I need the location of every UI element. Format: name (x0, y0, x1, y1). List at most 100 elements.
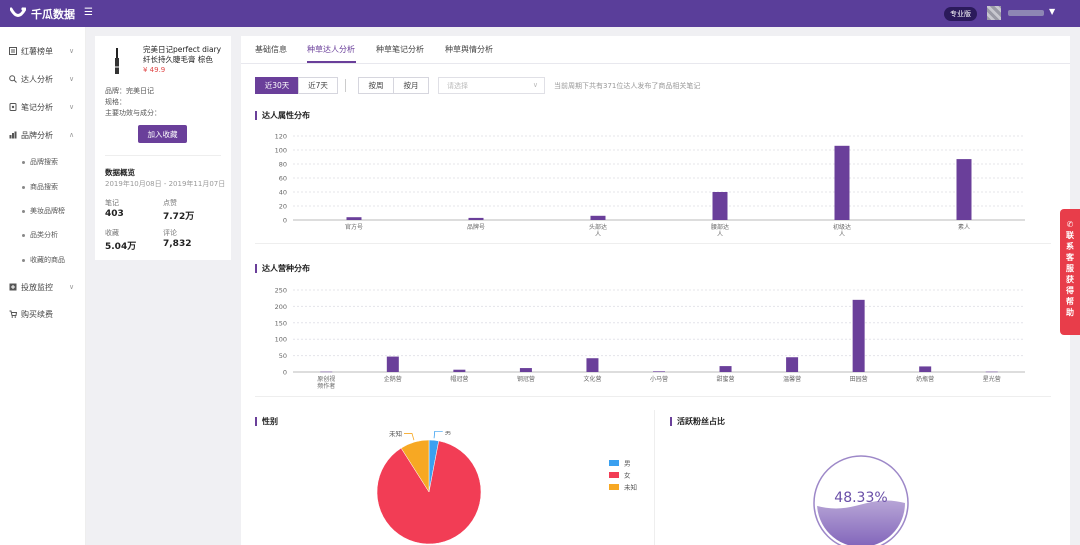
sidebar-item-ranking[interactable]: 红薯榜单 ∨ (0, 41, 86, 61)
tab-note-analysis[interactable]: 种草笔记分析 (376, 45, 424, 54)
section-title-gender: 性别 (255, 417, 278, 426)
x-tick-label: 品牌号 (467, 223, 485, 231)
overview-title: 数据概览 (105, 168, 135, 177)
product-name[interactable]: 完美日记perfect diary纤长持久睫毛膏 棕色 (143, 45, 222, 64)
bar[interactable] (956, 159, 972, 220)
gauge-fill (817, 500, 905, 545)
sidebar-item-creator-analysis[interactable]: 达人分析 ∨ (0, 69, 86, 89)
stat-value-notes: 403 (105, 209, 124, 219)
range-7d-button[interactable]: 近7天 (298, 77, 338, 94)
product-price: ¥ 49.9 (143, 66, 166, 74)
bar[interactable] (519, 368, 532, 372)
legend-swatch (609, 460, 619, 466)
bar[interactable] (320, 371, 333, 373)
tab-creator-analysis[interactable]: 种草达人分析 (307, 45, 355, 54)
chevron-down-icon: ∨ (69, 103, 75, 111)
x-tick-label: 帽冠营 (450, 375, 468, 383)
y-tick-label: 0 (283, 217, 287, 225)
note-icon (9, 103, 17, 111)
period-select[interactable]: 请选择 ∨ (438, 77, 545, 94)
bar[interactable] (586, 358, 599, 372)
chevron-down-icon: ∨ (69, 47, 75, 55)
add-to-favorites-button[interactable]: 加入收藏 (138, 125, 187, 143)
sidebar-item-brand-analysis[interactable]: 品牌分析 ∧ (0, 125, 86, 145)
contact-char: 帮 (1066, 297, 1074, 306)
sidebar-item-label: 投放监控 (21, 282, 53, 292)
bar[interactable] (712, 192, 728, 220)
tab-basic-info[interactable]: 基础信息 (255, 45, 287, 54)
monitor-icon (9, 283, 17, 291)
bar[interactable] (653, 371, 665, 372)
sidebar-item-campaign-monitor[interactable]: 投放监控 ∨ (0, 277, 86, 297)
chevron-up-icon: ∧ (69, 131, 75, 139)
period-week-button[interactable]: 按周 (358, 77, 394, 94)
x-tick-label: 原创视 (317, 375, 335, 383)
x-tick-label: 甜蜜营 (717, 375, 735, 383)
stat-value-likes: 7.72万 (163, 212, 195, 222)
contact-char: 获 (1066, 275, 1074, 284)
y-tick-label: 120 (275, 133, 287, 141)
chart-gender-pie: 男女未知男女未知 (376, 431, 637, 545)
pie-label-leader (433, 431, 443, 439)
bar[interactable] (985, 371, 998, 373)
x-tick-label: 星光营 (983, 375, 1001, 383)
sidebar-subitem-product-search[interactable]: 商品搜索 (22, 177, 86, 197)
bar[interactable] (852, 299, 865, 372)
contact-char: 联 (1066, 231, 1074, 240)
stat-label-likes: 点赞 (163, 199, 177, 207)
sidebar-subitem-favorites[interactable]: 收藏的商品 (22, 250, 86, 270)
product-image[interactable] (112, 48, 122, 74)
y-tick-label: 150 (275, 319, 287, 327)
x-tick-label: 钢冠营 (517, 375, 535, 383)
section-divider (255, 243, 1051, 244)
sidebar-subitem-label: 收藏的商品 (30, 256, 65, 264)
legend-label: 女 (624, 471, 631, 480)
bullet-icon (22, 185, 25, 189)
bar[interactable] (719, 366, 732, 372)
bar[interactable] (919, 366, 932, 372)
bar[interactable] (346, 217, 362, 220)
pie-slice-label: 男 (445, 431, 452, 436)
username-redacted[interactable] (1008, 10, 1044, 16)
contact-char: 系 (1066, 242, 1074, 251)
tab-sentiment-analysis[interactable]: 种草舆情分析 (445, 45, 493, 54)
select-placeholder: 请选择 (447, 81, 468, 90)
menu-fold-icon[interactable]: ☰ (84, 7, 93, 18)
period-month-button[interactable]: 按月 (393, 77, 429, 94)
avatar[interactable] (987, 6, 1001, 20)
contact-support-button[interactable]: ✆ 联 系 客 服 获 得 帮 助 (1060, 209, 1080, 335)
caret-down-icon[interactable]: ▼ (1049, 7, 1056, 16)
active-tab-indicator (307, 61, 356, 63)
sidebar-subitem-brand-search[interactable]: 品牌搜索 (22, 152, 86, 172)
y-tick-label: 40 (279, 189, 287, 197)
bar[interactable] (468, 217, 484, 220)
sidebar-subitem-beauty-brand-rank[interactable]: 美妆品牌榜 (22, 201, 86, 221)
y-tick-label: 100 (275, 147, 287, 155)
y-tick-label: 50 (279, 352, 287, 360)
bar[interactable] (834, 145, 850, 220)
range-30d-button[interactable]: 近30天 (255, 77, 299, 94)
contact-char: 得 (1066, 286, 1074, 295)
logo-icon[interactable] (10, 6, 26, 20)
bullet-icon (22, 258, 25, 262)
divider (105, 155, 221, 156)
y-tick-label: 20 (279, 203, 287, 211)
x-tick-label: 小马营 (650, 375, 668, 383)
pie-slice[interactable] (400, 439, 430, 493)
legend-swatch (609, 472, 619, 478)
bar[interactable] (590, 215, 606, 220)
app-name[interactable]: 千瓜数据 (31, 8, 75, 21)
sidebar-item-note-analysis[interactable]: 笔记分析 ∨ (0, 97, 86, 117)
x-tick-label: 人 (595, 231, 601, 238)
bar[interactable] (786, 357, 799, 372)
sidebar-subitem-category-analysis[interactable]: 品类分析 (22, 225, 86, 245)
bar[interactable] (453, 369, 466, 372)
pie-slice-label: 未知 (389, 431, 402, 438)
sidebar-item-purchase[interactable]: 购买续费 (0, 304, 86, 324)
filter-separator (345, 79, 346, 92)
sidebar-subitem-label: 商品搜索 (30, 183, 58, 191)
x-tick-label: 人 (839, 231, 845, 238)
sidebar: 红薯榜单 ∨ 达人分析 ∨ 笔记分析 ∨ 品牌分析 ∧ 品牌搜索 商品搜索 美妆… (0, 27, 86, 545)
bar[interactable] (386, 356, 399, 372)
section-vertical-divider (654, 410, 655, 545)
